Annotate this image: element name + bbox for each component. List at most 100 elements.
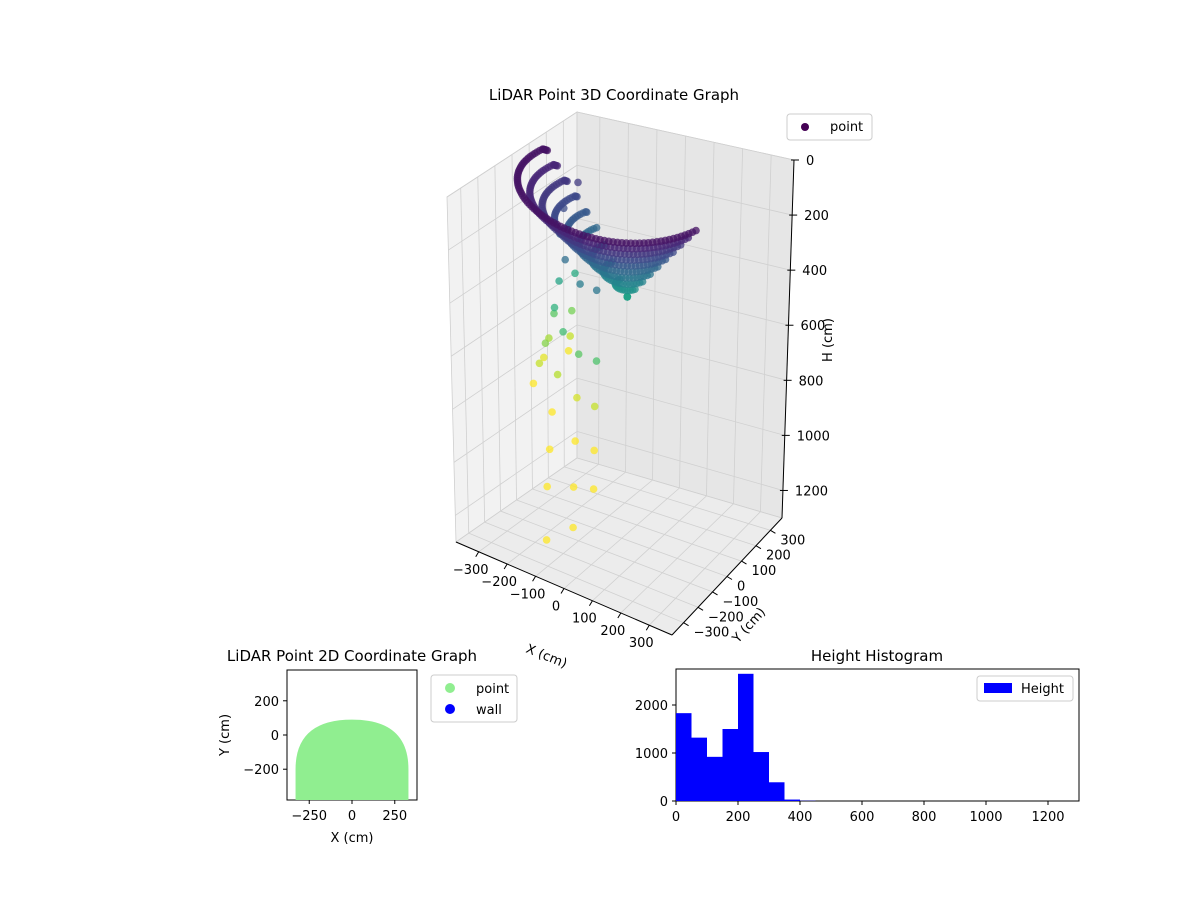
tick-3d-x-label: −200 (481, 575, 517, 590)
grid-3d-z-line (455, 430, 784, 516)
histogram-title: Height Histogram (811, 647, 943, 665)
tick-3d-x-label: 300 (629, 636, 654, 651)
plot-3d-panes (446, 111, 795, 636)
point-3d (574, 178, 582, 187)
tick-2d-x-label: 0 (348, 809, 356, 824)
tick-3d-x (503, 563, 508, 570)
plot-2d-xlabel: X (cm) (331, 831, 374, 846)
tick-3d-y-label: 100 (751, 564, 776, 579)
histogram-bar (738, 673, 754, 801)
legend-2d-marker-point (445, 683, 455, 693)
legend-3d-label-point: point (830, 120, 863, 135)
tick-3d-y (712, 591, 718, 596)
tick-hist-x-label: 800 (912, 810, 937, 825)
point-3d (550, 309, 558, 318)
tick-3d-y-label: 200 (766, 549, 791, 564)
tick-3d-y (697, 606, 704, 611)
legend-histogram: Height (976, 675, 1074, 702)
point-3d (590, 402, 599, 411)
tick-3d-y (726, 576, 733, 580)
tick-hist-y-label: 0 (660, 795, 668, 810)
grid-3d-x-line (620, 148, 744, 614)
point-3d (559, 328, 567, 336)
point-3d (571, 437, 579, 445)
series-2d-point (295, 719, 409, 800)
legend-3d-frame (786, 113, 873, 141)
point-3d (573, 393, 581, 402)
tick-3d-z-label: 0 (806, 154, 814, 169)
grid-3d-y-line (477, 176, 699, 608)
histogram-ticks: 0 200 400 600 800 1000 1200 0 1000 2000 (635, 699, 1065, 825)
tick-3d-y (755, 545, 762, 550)
legend-2d-marker-wall (445, 704, 455, 714)
tick-2d-x-label: 250 (382, 809, 407, 824)
grid-3d-z-line (452, 324, 787, 410)
tick-3d-x (560, 588, 565, 594)
point-3d (569, 523, 577, 532)
point-3d (548, 408, 556, 416)
tick-3d-x-label: −300 (453, 563, 489, 578)
legend-histogram-swatch (984, 683, 1012, 693)
tick-3d-x-label: 100 (572, 612, 597, 627)
histogram-bar (784, 799, 800, 801)
point-3d (541, 339, 550, 348)
axis-3d-z (781, 159, 795, 519)
tick-3d-z-label: 600 (800, 319, 825, 334)
tick-3d-z-label: 400 (802, 264, 827, 279)
point-3d (545, 445, 554, 454)
legend-2d-label-point: point (476, 682, 509, 697)
point-3d (550, 303, 559, 312)
tick-3d-y (770, 529, 776, 534)
point-3d (540, 353, 548, 362)
grid-3d-y-line (545, 132, 757, 547)
grid-3d-z-line (453, 377, 785, 463)
plot-2d: LiDAR Point 2D Coordinate Graph −250 0 250… (218, 647, 518, 846)
tick-hist-x-label: 1000 (969, 810, 1002, 825)
tick-3d-x (532, 576, 537, 582)
point-3d (564, 347, 573, 355)
tick-3d-y-label: 300 (780, 533, 805, 548)
legend-histogram-label: Height (1021, 682, 1064, 697)
plot-3d-title: LiDAR Point 3D Coordinate Graph (489, 86, 739, 104)
grid-3d-y-line (494, 165, 713, 593)
grid-3d (446, 111, 795, 626)
point-3d (553, 370, 562, 379)
tick-hist-y-label: 1000 (635, 747, 668, 762)
point-3d (589, 485, 598, 493)
point-3d (592, 357, 601, 365)
point-3d (543, 482, 551, 491)
tick-3d-y-label: −200 (708, 610, 744, 625)
histogram-bars (676, 673, 816, 801)
tick-2d-y-label: 0 (271, 729, 279, 744)
tick-hist-x-label: 600 (850, 810, 875, 825)
tick-hist-x-label: 0 (672, 810, 680, 825)
legend-histogram-frame (976, 675, 1074, 702)
tick-hist-x-label: 1200 (1031, 810, 1064, 825)
plot-histogram: Height Histogram 0 200 400 600 800 1000 1200 0 1… (635, 647, 1080, 825)
tick-3d-z-label: 1200 (795, 484, 828, 499)
tick-3d-x (645, 624, 650, 631)
legend-2d: point wall (430, 674, 518, 723)
plot-2d-ylabel: Y (cm) (218, 714, 233, 757)
plot-3d: LiDAR Point 3D Coordinate Graph −300−200… (446, 86, 873, 672)
grid-3d-z-line (446, 111, 795, 198)
tick-2d-y-label: −200 (243, 763, 279, 778)
grid-3d-x-line (592, 142, 715, 602)
legend-3d-marker (801, 123, 809, 131)
point-3d (576, 280, 584, 288)
point-3d (592, 286, 601, 295)
histogram-bar (769, 782, 785, 801)
tick-3d-z-label: 200 (804, 209, 829, 224)
grid-3d-y-line (511, 154, 728, 577)
point-3d (561, 255, 569, 264)
tick-2d-y-label: 200 (254, 695, 279, 710)
tick-3d-y-label: 0 (737, 580, 745, 595)
tick-3d-y (683, 622, 689, 627)
grid-3d-y-line (528, 143, 742, 562)
histogram-bar (691, 737, 707, 801)
point-3d (555, 277, 563, 285)
legend-2d-label-wall: wall (476, 703, 502, 718)
histogram-bar (707, 756, 723, 801)
histogram-bar (676, 713, 692, 801)
histogram-bar (722, 729, 738, 801)
